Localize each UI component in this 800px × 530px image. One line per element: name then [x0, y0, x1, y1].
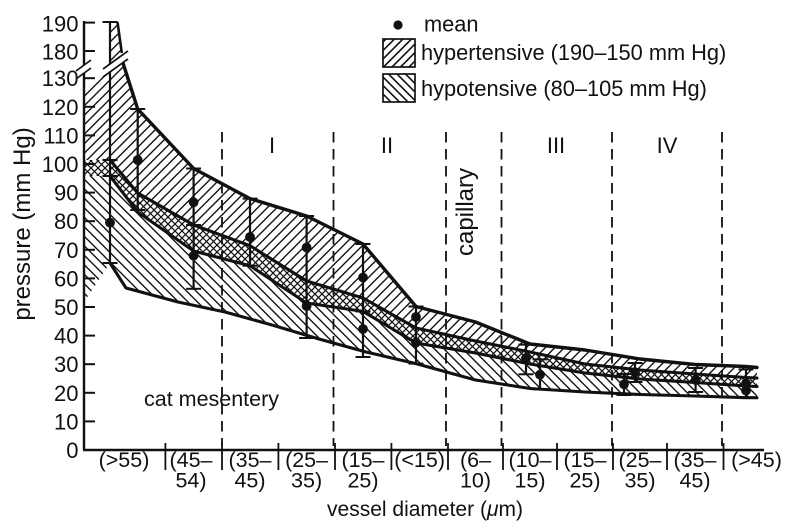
svg-text:mean: mean — [424, 12, 479, 37]
svg-text:35): 35) — [291, 469, 322, 493]
svg-text:vessel diameter (μm): vessel diameter (μm) — [327, 498, 523, 521]
svg-text:IV: IV — [657, 133, 678, 158]
svg-text:25): 25) — [569, 469, 600, 493]
svg-text:80: 80 — [54, 209, 78, 234]
svg-text:(6–: (6– — [460, 448, 491, 472]
svg-text:0: 0 — [66, 438, 78, 463]
svg-text:45): 45) — [234, 469, 265, 493]
svg-text:(25–: (25– — [618, 448, 661, 472]
svg-text:110: 110 — [43, 123, 78, 148]
svg-text:50: 50 — [54, 295, 78, 320]
svg-text:10: 10 — [54, 409, 78, 434]
svg-text:60: 60 — [54, 266, 78, 291]
svg-text:(15–: (15– — [563, 448, 606, 472]
svg-text:hypertensive (190–150 mm Hg): hypertensive (190–150 mm Hg) — [421, 40, 726, 65]
svg-text:35): 35) — [624, 469, 655, 493]
svg-text:70: 70 — [54, 238, 78, 263]
svg-text:(<15): (<15) — [394, 448, 445, 472]
svg-text:III: III — [547, 133, 565, 158]
svg-text:90: 90 — [54, 181, 78, 206]
svg-text:25): 25) — [347, 469, 378, 493]
svg-text:pressure (mm Hg): pressure (mm Hg) — [9, 127, 36, 320]
svg-text:(>45): (>45) — [731, 448, 782, 472]
svg-text:(35–: (35– — [228, 448, 271, 472]
svg-text:30: 30 — [54, 352, 78, 377]
svg-text:10): 10) — [460, 469, 491, 493]
svg-text:(10–: (10– — [508, 448, 551, 472]
svg-text:15): 15) — [514, 469, 545, 493]
svg-text:54): 54) — [175, 469, 206, 493]
svg-text:(45–: (45– — [169, 448, 212, 472]
svg-text:40: 40 — [54, 324, 78, 349]
svg-text:(15–: (15– — [341, 448, 384, 472]
svg-text:130: 130 — [42, 66, 79, 91]
svg-text:cat mesentery: cat mesentery — [144, 387, 279, 411]
svg-text:II: II — [381, 133, 393, 158]
svg-text:120: 120 — [42, 95, 79, 120]
svg-text:190: 190 — [42, 12, 79, 37]
svg-text:20: 20 — [54, 381, 78, 406]
svg-text:180: 180 — [42, 40, 79, 65]
svg-text:(35–: (35– — [673, 448, 716, 472]
svg-text:(25–: (25– — [285, 448, 328, 472]
svg-text:100: 100 — [42, 152, 79, 177]
svg-text:hypotensive (80–105 mm Hg): hypotensive (80–105 mm Hg) — [421, 76, 707, 101]
svg-text:45): 45) — [679, 469, 710, 493]
svg-text:capillary: capillary — [452, 168, 479, 256]
svg-text:I: I — [269, 133, 275, 158]
svg-text:(>55): (>55) — [99, 448, 150, 472]
